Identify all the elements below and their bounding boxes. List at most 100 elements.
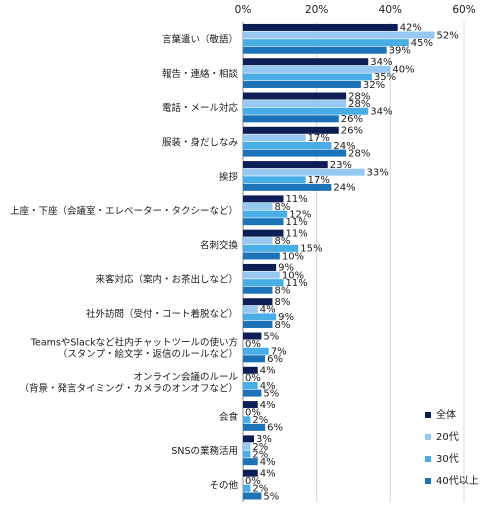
bar [243, 142, 332, 149]
bar [243, 244, 299, 252]
legend-swatch [425, 478, 431, 484]
data-label: 6% [267, 423, 283, 434]
category-label: 報告・連絡・相談 [162, 68, 239, 80]
category-label: オンライン会議のルール [133, 371, 238, 383]
data-label: 23% [330, 160, 352, 171]
data-label: 11% [286, 278, 308, 289]
data-label: 4% [260, 366, 276, 377]
data-label: 6% [267, 354, 283, 365]
data-label: 2% [252, 449, 268, 460]
bar [243, 450, 251, 458]
category-label: 来客対応（案内・お茶出しなど） [95, 274, 238, 286]
bar [243, 237, 273, 245]
data-label: 2% [252, 442, 268, 453]
data-label: 34% [370, 57, 392, 68]
data-label: 35% [374, 72, 396, 83]
data-label: 28% [348, 148, 370, 159]
data-label: 24% [333, 141, 355, 152]
x-tick-label: 40% [379, 4, 402, 16]
category-label: （背景・発言タイミング・カメラのオンオフなど） [19, 382, 238, 394]
legend-swatch [425, 412, 431, 418]
data-label: 12% [289, 209, 311, 220]
bar [243, 313, 277, 321]
data-label: 45% [411, 38, 433, 49]
category-label: 社外訪問（受付・コート着脱など） [86, 308, 238, 320]
bar [243, 321, 273, 329]
bar [243, 423, 266, 431]
bar [243, 65, 391, 73]
data-label: 4% [260, 305, 276, 316]
bar [243, 382, 258, 389]
data-label: 24% [333, 183, 355, 194]
category-label: 言葉遣い（敬語） [162, 34, 238, 46]
bar [243, 218, 284, 226]
bar [243, 229, 284, 237]
data-label: 40% [392, 65, 414, 76]
data-label: 3% [256, 434, 272, 445]
bar [243, 73, 372, 81]
legend-swatch [425, 434, 431, 440]
data-label: 4% [260, 381, 276, 392]
data-label: 5% [263, 388, 279, 399]
data-label: 26% [341, 126, 363, 137]
data-label: 17% [308, 133, 330, 144]
bar [243, 23, 398, 31]
legend-label: 30代 [436, 453, 459, 465]
data-label: 4% [260, 468, 276, 479]
bar [243, 355, 266, 363]
bar [243, 46, 387, 54]
data-label: 28% [348, 91, 370, 102]
category-label: 会食 [219, 411, 239, 423]
data-label: 34% [370, 107, 392, 118]
bar [243, 115, 339, 123]
data-label: 9% [278, 312, 294, 323]
bar [243, 92, 347, 100]
data-label: 11% [286, 228, 308, 239]
bar [243, 366, 258, 374]
category-label: SNSの業務活用 [171, 445, 238, 457]
data-label: 0% [245, 407, 261, 418]
bar [243, 435, 255, 443]
category-label: 電話・メール対応 [162, 102, 239, 114]
bar [243, 458, 258, 466]
bar [243, 210, 288, 218]
data-label: 26% [341, 114, 363, 125]
data-label: 32% [363, 80, 385, 91]
data-label: 10% [282, 251, 304, 262]
bar [243, 263, 277, 271]
bar [243, 389, 262, 397]
bar [243, 484, 251, 492]
bar [243, 168, 365, 176]
bar [243, 347, 269, 355]
bar [243, 31, 435, 39]
data-label: 5% [263, 491, 279, 502]
category-label: （スタンプ・絵文字・返信のルールなど） [58, 348, 238, 360]
data-label: 2% [252, 484, 268, 495]
bar [243, 58, 369, 66]
data-label: 8% [274, 320, 290, 331]
bar [243, 286, 273, 294]
data-label: 11% [286, 194, 308, 205]
category-label: その他 [209, 479, 238, 491]
data-label: 42% [400, 23, 422, 34]
category-label: 名刺交換 [200, 239, 239, 251]
bar [243, 202, 273, 210]
data-label: 5% [263, 331, 279, 342]
bar [243, 100, 347, 108]
bar [243, 195, 284, 203]
data-label: 8% [274, 297, 290, 308]
legend-label: 全体 [436, 408, 456, 421]
category-label: 挨拶 [219, 171, 239, 183]
data-label: 33% [367, 167, 389, 178]
bar [243, 126, 339, 134]
bar [243, 469, 258, 477]
bar [243, 271, 280, 279]
bar [243, 161, 328, 169]
data-label: 4% [260, 400, 276, 411]
data-label: 7% [271, 347, 287, 358]
bar [243, 332, 262, 340]
data-label: 2% [252, 415, 268, 426]
legend-label: 20代 [436, 431, 459, 443]
bar [243, 401, 258, 409]
